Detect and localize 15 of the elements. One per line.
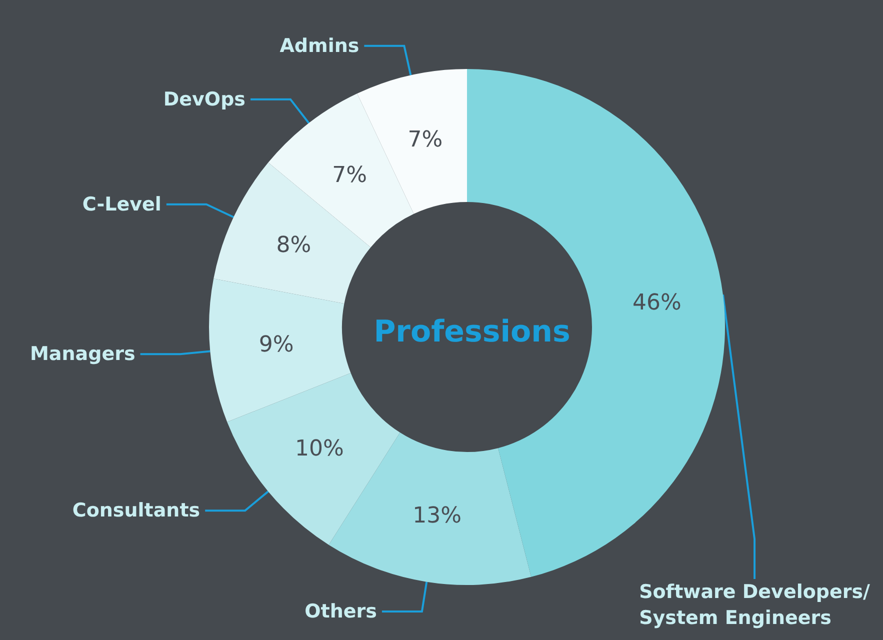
text: Professions [374,314,570,350]
slice-label: Consultants [72,500,200,522]
data-label: 46% [632,290,682,316]
slice-label: Software Developers/ System Engineers [639,581,870,629]
slice-label: Others [304,600,377,622]
data-label: 7% [408,128,443,153]
data-label: 7% [332,163,368,188]
data-label: 10% [294,436,344,462]
data-label: 8% [276,232,312,258]
slice-label: Managers [30,343,136,366]
data-label: 9% [258,332,294,358]
slice-label: Admins [280,34,360,57]
slice-label: C-Level [82,193,162,216]
slice-label: DevOps [163,88,246,110]
data-label: 13% [412,504,462,529]
